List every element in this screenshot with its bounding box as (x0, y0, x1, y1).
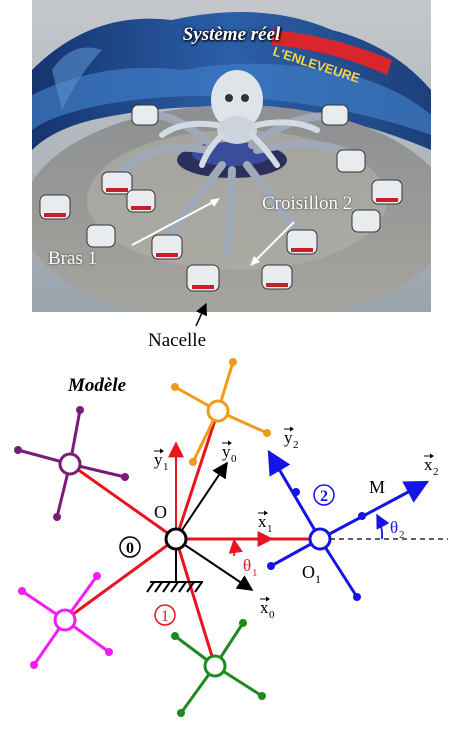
vector-y0 (175, 461, 228, 540)
cross-number-circle (313, 484, 335, 506)
label-theta2: θ 2 (390, 518, 405, 541)
svg-text:1: 1 (315, 572, 321, 586)
label-croisillon: Croisillon 2 (262, 193, 353, 214)
svg-text:y: y (222, 442, 231, 461)
croisillon-pointer-line (253, 221, 295, 263)
pivot-o (164, 527, 188, 551)
nacelle-pointer-arrow (195, 302, 207, 327)
svg-text:1: 1 (252, 567, 258, 579)
label-x0: x 0 (260, 596, 275, 621)
arm-number-circle (154, 604, 176, 626)
cross-2-blue (267, 449, 430, 601)
label-o1: O 1 (302, 562, 321, 586)
svg-text:y: y (154, 450, 163, 469)
label-x2: x 2 (424, 453, 439, 478)
svg-text:1: 1 (267, 523, 273, 535)
ground-number-circle (119, 536, 141, 558)
ground-symbol (146, 549, 203, 593)
svg-text:O: O (302, 562, 315, 582)
svg-text:y: y (284, 428, 293, 447)
svg-text:θ: θ (390, 518, 398, 537)
label-nacelle: Nacelle (148, 330, 207, 351)
ride-photo-illustration: L'ENLEVEURE (32, 0, 431, 312)
svg-text:θ: θ (243, 556, 251, 575)
theta2-arc (376, 513, 390, 540)
label-bras: Bras 1 (48, 248, 98, 269)
vector-x0 (175, 538, 254, 591)
label-x1: x 1 (258, 510, 273, 535)
cross-number: 2 (320, 488, 328, 505)
arm-1-links (64, 410, 320, 667)
label-theta1: θ 1 (243, 556, 258, 579)
svg-text:2: 2 (433, 466, 439, 478)
svg-text:0: 0 (231, 453, 237, 465)
svg-text:x: x (258, 512, 267, 531)
cross-green (171, 619, 266, 717)
theta1-arc (228, 538, 243, 557)
photo-title: Système réel (182, 24, 281, 45)
svg-text:0: 0 (269, 609, 275, 621)
svg-text:1: 1 (163, 461, 169, 473)
label-o: O (154, 502, 167, 522)
cross-orange (171, 358, 271, 466)
model-title: Modèle (67, 375, 127, 396)
label-y1: y 1 (154, 448, 169, 473)
svg-text:x: x (424, 455, 433, 474)
label-m: M (369, 477, 385, 497)
label-y2: y 2 (284, 426, 299, 451)
label-y0: y 0 (222, 440, 237, 465)
arm-number: 1 (161, 608, 169, 625)
svg-text:2: 2 (293, 439, 299, 451)
cross-magenta (18, 572, 113, 669)
ride-photo: L'ENLEVEURE Système réel Bras 1 Croisill… (32, 0, 431, 312)
cross-purple (14, 406, 129, 521)
svg-text:2: 2 (399, 529, 405, 541)
svg-text:x: x (260, 598, 269, 617)
bras-pointer-line (131, 199, 218, 246)
ground-number: 0 (126, 540, 134, 557)
